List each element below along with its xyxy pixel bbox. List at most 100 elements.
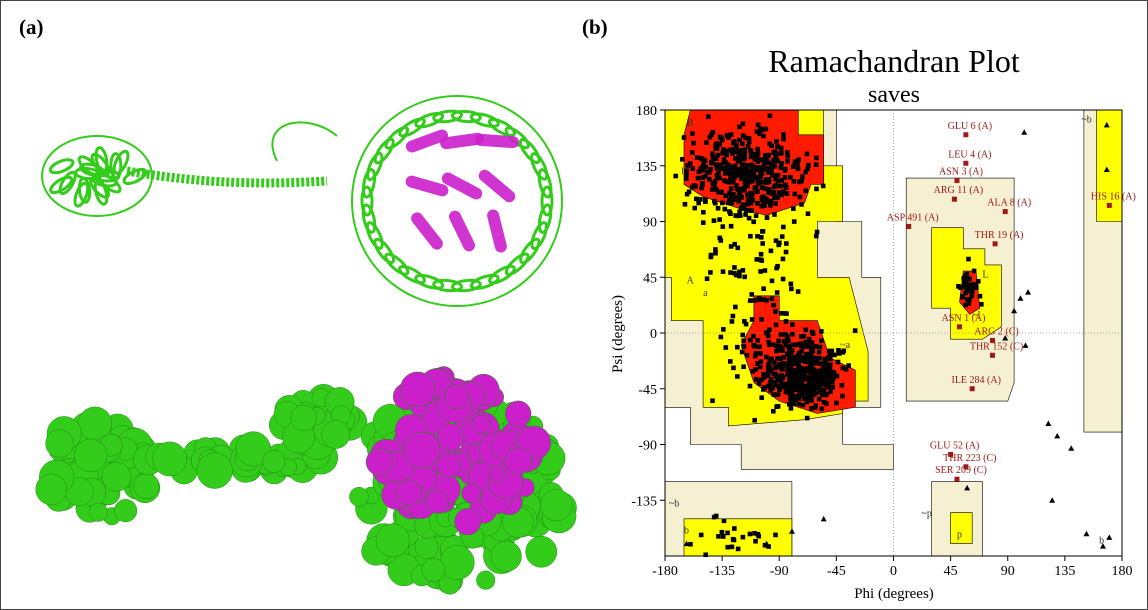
residue-point [779,178,785,183]
surface-magenta-subunit [399,371,436,408]
residue-point [778,344,784,350]
residue-point [738,205,744,210]
glycine-triangle [820,515,827,522]
surface-right-domain [540,489,573,522]
residue-point [713,162,719,167]
residue-point [964,285,970,291]
residue-point [716,170,721,176]
residue-point [798,393,803,398]
residue-point [720,534,726,539]
residue-point [747,298,753,303]
residue-point [810,368,816,374]
residue-point [764,354,769,360]
residue-point [824,382,830,388]
residue-point [718,334,724,340]
residue-point [756,533,762,539]
residue-point [798,341,803,346]
residue-point [813,344,819,349]
residue-point [790,331,795,337]
residue-point [824,401,829,406]
protein-structure-figure [35,95,577,595]
residue-point [757,344,762,350]
residue-point [846,363,851,368]
ring-helix [384,252,410,276]
residue-point [806,396,812,401]
residue-point [794,381,800,386]
residue-point [721,327,726,332]
residue-point [814,360,820,366]
residue-point [744,207,749,213]
region-label: b [1099,536,1104,547]
residue-point [739,173,745,179]
residue-point [741,364,746,370]
residue-point [740,133,746,139]
residue-point [714,187,719,192]
residue-point [778,165,784,170]
residue-point [746,136,752,141]
residue-point [774,139,779,144]
residue-point [759,395,765,400]
residue-point [757,364,763,370]
residue-point [706,176,712,182]
residue-point [971,285,977,290]
residue-point [746,201,751,207]
residue-point [758,126,763,132]
residue-point [806,336,812,342]
residue-point [781,131,786,137]
residue-point [738,176,744,182]
residue-point [693,184,698,189]
residue-point [809,398,814,403]
residue-point [801,396,807,401]
surface-magenta-subunit [471,414,491,434]
chart-title: Ramachandran Plot [768,43,1020,79]
residue-point [777,385,783,391]
residue-point [762,156,768,162]
residue-point [727,197,733,203]
residue-marker [951,196,957,202]
residue-point [792,355,798,360]
residue-point [773,201,778,206]
residue-point [821,399,827,405]
residue-point [784,311,789,316]
ring-helix [361,203,377,234]
residue-point [788,364,794,370]
residue-point [830,384,836,390]
residue-point [782,175,788,180]
residue-point [754,166,760,171]
residue-point [767,113,773,119]
residue-point [766,160,772,166]
residue-point [769,191,775,196]
residue-point [713,247,718,252]
residue-point [762,161,767,167]
residue-point [766,339,772,345]
residue-point [798,334,804,339]
residue-point [834,400,839,406]
residue-point [745,192,750,198]
residue-point [740,187,745,193]
residue-point [713,250,718,256]
residue-point [772,379,778,385]
residue-point [748,149,754,155]
ring-helix [414,273,445,290]
ring-helix [360,185,374,217]
residue-point [803,327,809,333]
ring-helix [432,278,464,293]
residue-point [733,195,739,201]
residue-marker [954,476,960,482]
residue-label: THR 19 (A) [975,230,1024,241]
residue-point [702,158,708,163]
residue-point [966,300,972,306]
ring-helix [384,126,410,150]
residue-point [730,313,736,319]
residue-point [728,223,734,229]
residue-point [761,375,767,380]
magenta-helix [441,172,483,200]
residue-point [786,338,791,344]
residue-point [733,145,739,150]
residue-point [763,166,768,172]
residue-point [809,406,814,411]
residue-point [801,371,806,377]
residue-point [742,155,748,161]
residue-point [752,417,758,423]
residue-point [785,153,791,159]
